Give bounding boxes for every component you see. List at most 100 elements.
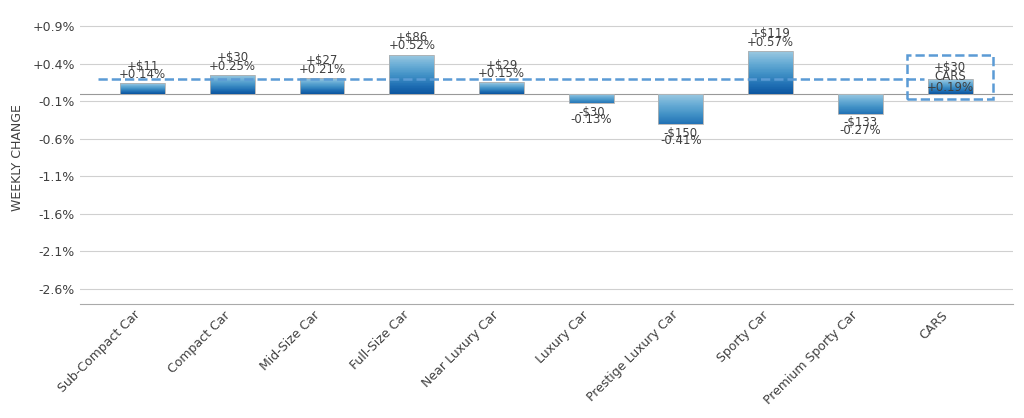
Bar (749, 83, 793, 84)
Bar (749, 76, 793, 77)
Bar (389, 56, 434, 57)
Text: +$30: +$30 (216, 51, 249, 64)
Bar (389, 68, 434, 69)
Bar (658, 101, 703, 102)
Bar (749, 68, 793, 69)
Bar (749, 80, 793, 81)
Text: CARS: CARS (934, 69, 966, 82)
Bar (658, 105, 703, 106)
Bar (658, 121, 703, 122)
Text: +$11: +$11 (126, 60, 159, 73)
Bar (658, 98, 703, 99)
Bar (389, 90, 434, 91)
Bar (658, 107, 703, 108)
Bar (658, 112, 703, 113)
Text: +0.52%: +0.52% (388, 39, 435, 52)
Text: +$119: +$119 (751, 27, 791, 41)
Bar (389, 78, 434, 79)
Bar (389, 66, 434, 67)
Bar (749, 75, 793, 76)
Text: +0.21%: +0.21% (298, 63, 346, 76)
Bar (749, 73, 793, 74)
Bar (389, 65, 434, 66)
Text: +0.25%: +0.25% (209, 60, 256, 73)
Bar (658, 113, 703, 114)
Bar (389, 73, 434, 74)
Bar (749, 63, 793, 64)
Bar (389, 85, 434, 86)
Text: -0.27%: -0.27% (840, 124, 882, 137)
Bar (749, 79, 793, 80)
Bar (389, 76, 434, 77)
Bar (658, 108, 703, 109)
Text: -$30: -$30 (578, 106, 604, 119)
Bar (658, 97, 703, 98)
Bar (389, 93, 434, 94)
Bar (389, 88, 434, 89)
Bar (838, 94, 883, 114)
Bar (658, 124, 703, 125)
Bar (658, 109, 703, 110)
Bar (749, 56, 793, 57)
Bar (749, 60, 793, 61)
Bar (658, 95, 703, 96)
Bar (658, 96, 703, 97)
Bar (749, 91, 793, 92)
Bar (749, 59, 793, 60)
Bar (658, 117, 703, 118)
Bar (658, 104, 703, 105)
Bar (749, 84, 793, 85)
Bar (389, 87, 434, 88)
Text: +0.19%: +0.19% (927, 81, 974, 94)
Bar (658, 118, 703, 119)
Bar (749, 66, 793, 67)
Bar (658, 111, 703, 112)
Text: +0.57%: +0.57% (748, 36, 795, 48)
Bar (389, 82, 434, 83)
Bar (389, 58, 434, 59)
Bar (389, 74, 434, 75)
Bar (749, 92, 793, 93)
Bar (389, 77, 434, 78)
Bar (389, 83, 434, 84)
Bar (749, 62, 793, 63)
Bar (749, 90, 793, 91)
Text: -$133: -$133 (844, 116, 878, 129)
Text: +$30: +$30 (934, 61, 967, 74)
Bar (749, 82, 793, 83)
Bar (658, 102, 703, 103)
Bar (120, 83, 165, 94)
Bar (389, 84, 434, 85)
Text: +0.14%: +0.14% (119, 68, 166, 81)
Bar (749, 52, 793, 53)
Bar (658, 119, 703, 120)
Bar (389, 86, 434, 87)
Bar (389, 72, 434, 73)
Bar (749, 55, 793, 56)
Bar (389, 63, 434, 64)
Bar (749, 81, 793, 82)
Bar (749, 88, 793, 89)
Bar (658, 115, 703, 116)
Bar (658, 94, 703, 95)
Bar (210, 75, 255, 94)
Bar (749, 51, 793, 52)
Bar (389, 61, 434, 62)
Text: +$29: +$29 (485, 59, 518, 72)
Bar (658, 94, 703, 125)
Bar (749, 57, 793, 58)
Text: -$150: -$150 (664, 127, 698, 140)
Bar (389, 80, 434, 81)
Bar (658, 106, 703, 107)
Bar (749, 77, 793, 78)
Bar (389, 69, 434, 70)
Bar (389, 55, 434, 94)
Bar (749, 93, 793, 94)
Bar (749, 58, 793, 59)
Bar (658, 116, 703, 117)
Bar (479, 82, 524, 94)
Bar (389, 89, 434, 90)
Bar (389, 79, 434, 80)
Bar (749, 53, 793, 54)
Text: -0.13%: -0.13% (570, 113, 612, 126)
